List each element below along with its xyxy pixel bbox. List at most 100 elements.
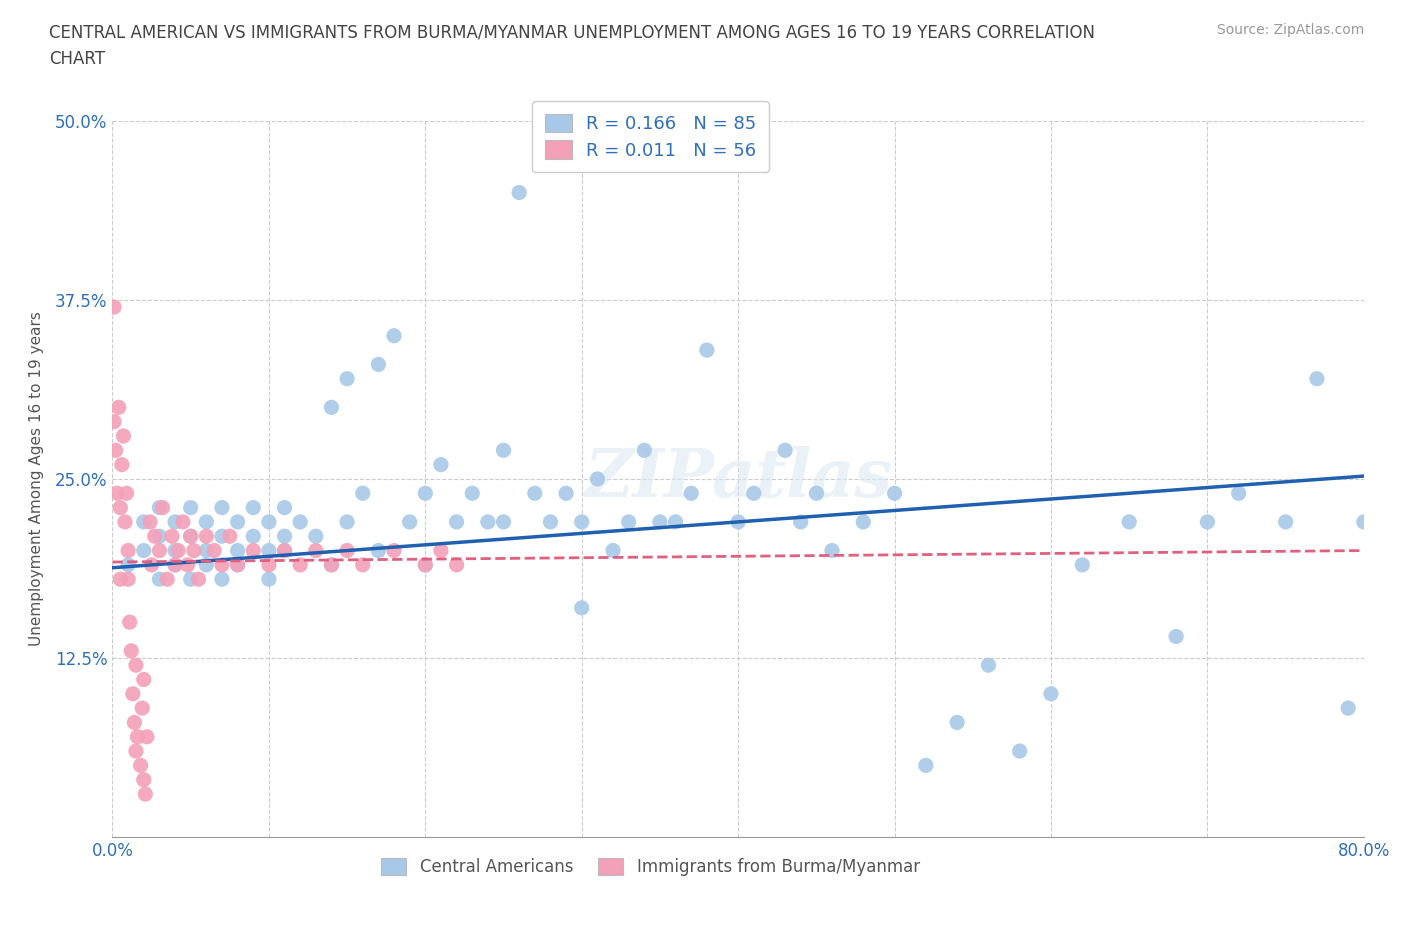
Point (273, 529, 295, 544)
Point (571, 601, 593, 616)
Point (148, 572, 170, 587)
Point (167, 543, 190, 558)
Point (273, 543, 295, 558)
Point (163, 557, 186, 572)
Point (160, 529, 183, 544)
Point (257, 572, 280, 587)
Point (180, 529, 202, 544)
Point (180, 500, 202, 515)
Point (111, 458, 134, 472)
Point (336, 371, 359, 386)
Point (1353, 514, 1375, 529)
Point (273, 543, 295, 558)
Point (321, 400, 343, 415)
Point (103, 414, 125, 429)
Point (127, 729, 149, 744)
Point (242, 543, 264, 558)
Point (226, 557, 249, 572)
Point (132, 672, 155, 687)
Point (211, 572, 233, 587)
Point (382, 328, 405, 343)
Point (226, 543, 249, 558)
Point (1039, 686, 1063, 701)
Point (430, 458, 453, 472)
Point (139, 514, 162, 529)
Point (946, 715, 969, 730)
Point (117, 557, 139, 572)
Point (477, 514, 499, 529)
Point (305, 543, 328, 558)
Point (257, 543, 280, 558)
Point (125, 744, 148, 759)
Point (211, 557, 233, 572)
Point (120, 644, 142, 658)
Point (132, 514, 155, 529)
Point (134, 787, 156, 802)
Point (336, 543, 359, 558)
Point (430, 543, 453, 558)
Point (415, 485, 437, 500)
Point (321, 557, 343, 572)
Point (148, 529, 170, 544)
Point (681, 485, 703, 500)
Legend: Central Americans, Immigrants from Burma/Myanmar: Central Americans, Immigrants from Burma… (375, 851, 927, 883)
Point (148, 500, 170, 515)
Point (121, 686, 143, 701)
Point (117, 543, 139, 558)
Point (226, 557, 249, 572)
Point (163, 543, 186, 558)
Point (211, 529, 233, 544)
Point (398, 514, 420, 529)
Point (492, 443, 515, 458)
Point (110, 500, 132, 515)
Point (110, 572, 132, 587)
Point (257, 557, 280, 572)
Point (290, 557, 312, 572)
Point (163, 557, 186, 572)
Text: Source: ZipAtlas.com: Source: ZipAtlas.com (1216, 23, 1364, 37)
Point (141, 557, 163, 572)
Point (135, 729, 157, 744)
Point (195, 543, 218, 558)
Point (202, 543, 225, 558)
Point (821, 543, 844, 558)
Point (540, 514, 562, 529)
Point (195, 557, 218, 572)
Point (152, 500, 174, 515)
Point (132, 772, 155, 787)
Point (180, 572, 202, 587)
Text: CENTRAL AMERICAN VS IMMIGRANTS FROM BURMA/MYANMAR UNEMPLOYMENT AMONG AGES 16 TO : CENTRAL AMERICAN VS IMMIGRANTS FROM BURM… (49, 23, 1095, 68)
Point (129, 758, 152, 773)
Point (187, 572, 209, 587)
Point (555, 485, 578, 500)
Point (124, 715, 146, 730)
Point (1118, 514, 1140, 529)
Point (336, 514, 359, 529)
Point (773, 443, 796, 458)
Point (1008, 744, 1031, 759)
Point (367, 543, 389, 558)
Point (633, 443, 655, 458)
Point (648, 514, 671, 529)
Point (176, 557, 198, 572)
Point (664, 514, 686, 529)
Point (131, 700, 153, 715)
Point (571, 514, 593, 529)
Point (492, 514, 515, 529)
Point (242, 529, 264, 544)
Point (112, 429, 135, 444)
Point (883, 485, 905, 500)
Point (180, 529, 202, 544)
Point (415, 557, 437, 572)
Point (321, 557, 343, 572)
Point (602, 543, 624, 558)
Point (195, 529, 218, 544)
Point (125, 658, 148, 672)
Point (226, 514, 249, 529)
Point (143, 529, 166, 544)
Point (132, 543, 155, 558)
Point (211, 500, 233, 515)
Point (1274, 514, 1296, 529)
Point (148, 543, 170, 558)
Point (727, 514, 749, 529)
